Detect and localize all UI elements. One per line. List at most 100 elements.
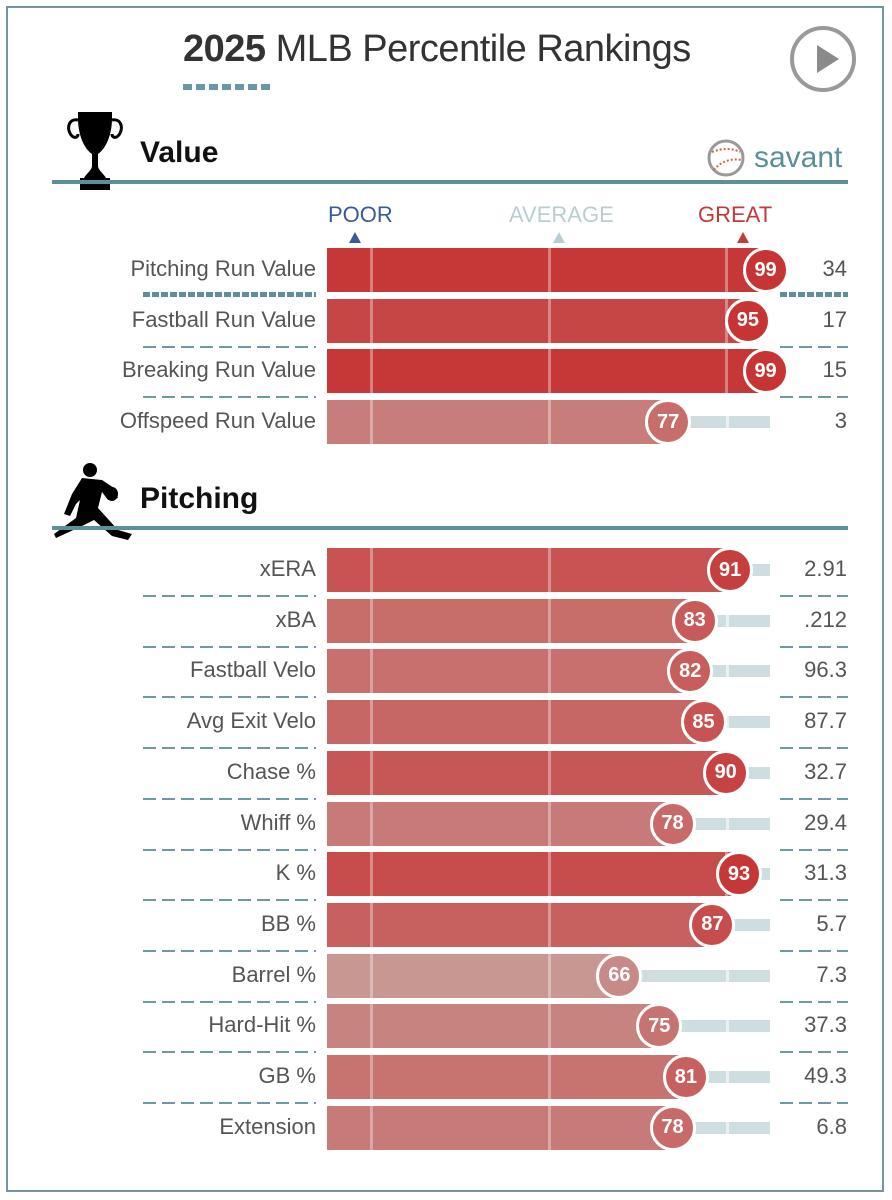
reference-line: [370, 902, 374, 947]
percentile-badge[interactable]: 82: [667, 648, 714, 695]
card-frame: [6, 6, 884, 1192]
metric-value: 2.91: [804, 556, 847, 581]
section-title-value: Value: [140, 136, 219, 169]
reference-line: [547, 902, 551, 947]
reference-line: [370, 801, 374, 846]
percentile-badge[interactable]: 85: [680, 699, 727, 746]
percentile-bar[interactable]: [327, 750, 726, 795]
reference-line: [370, 852, 374, 897]
metric-value: 7.3: [816, 961, 847, 987]
percentile-bar[interactable]: [327, 700, 704, 745]
percentile-badge[interactable]: 66: [596, 952, 643, 999]
percentile-track: [714, 614, 770, 627]
percentile-badge[interactable]: 78: [649, 1104, 696, 1151]
baseball-icon: [707, 139, 745, 177]
metric-label: GB %: [258, 1063, 316, 1088]
percentile-badge[interactable]: 87: [689, 901, 736, 948]
percentile-track: [710, 665, 770, 678]
percentile-bar[interactable]: [327, 953, 620, 998]
reference-line: [370, 349, 374, 394]
metric-value: 15: [822, 357, 847, 383]
track-great-tick: [725, 817, 729, 830]
metric-value: 87.7: [804, 708, 847, 734]
percentile-bar[interactable]: [327, 548, 731, 592]
percentile-track: [758, 868, 770, 881]
scale-great-label: GREAT: [698, 202, 773, 227]
percentile-bar[interactable]: [327, 298, 748, 343]
reference-line: [370, 750, 374, 795]
metric-label: Whiff %: [240, 809, 316, 835]
row-separator: [780, 396, 848, 398]
reference-line: [547, 953, 551, 998]
percentile-track: [679, 1020, 770, 1033]
percentile-badge[interactable]: 93: [715, 851, 762, 898]
row-separator: [780, 646, 848, 648]
reference-line: [547, 1004, 551, 1049]
metric-value: 5.7: [816, 910, 847, 936]
row-separator: [780, 1102, 848, 1104]
reference-line: [724, 349, 728, 394]
savant-logo[interactable]: savant: [706, 138, 842, 178]
percentile-bar[interactable]: [327, 801, 673, 846]
row-separator: [143, 696, 316, 698]
percentile-badge[interactable]: 75: [636, 1003, 683, 1050]
track-great-tick: [725, 716, 729, 729]
row-separator: [780, 346, 848, 348]
scale-great-marker: [737, 232, 749, 243]
metric-label: Breaking Run Value: [121, 357, 316, 383]
percentile-badge[interactable]: 91: [707, 547, 754, 593]
row-separator: [780, 1051, 848, 1053]
percentile-badge[interactable]: 90: [702, 749, 749, 796]
scale-poor-marker: [349, 232, 361, 243]
row-separator: [143, 292, 316, 297]
row-separator: [780, 595, 848, 597]
reference-line: [370, 548, 374, 592]
percentile-bar[interactable]: [327, 349, 766, 394]
metric-label: xERA: [259, 556, 316, 581]
percentile-badge[interactable]: 83: [671, 597, 718, 644]
percentile-badge[interactable]: 99: [742, 247, 789, 293]
percentile-bar[interactable]: [327, 598, 695, 643]
percentile-bar[interactable]: [327, 1055, 686, 1099]
metric-value: 29.4: [804, 809, 847, 835]
percentile-track: [750, 564, 770, 576]
percentile-track: [639, 969, 770, 982]
percentile-bar[interactable]: [327, 649, 691, 694]
percentile-bar[interactable]: [327, 1105, 673, 1150]
percentile-badge[interactable]: 78: [649, 800, 696, 847]
play-icon: [817, 45, 839, 73]
row-separator: [143, 595, 316, 597]
metric-value: 37.3: [804, 1012, 847, 1038]
metric-value: 6.8: [816, 1113, 847, 1139]
percentile-bar[interactable]: [327, 248, 766, 292]
percentile-track: [705, 1071, 770, 1083]
track-great-tick: [725, 969, 729, 982]
percentile-track: [732, 918, 770, 931]
metric-label: Fastball Run Value: [131, 306, 316, 332]
row-separator: [780, 899, 848, 901]
play-button[interactable]: [790, 26, 856, 92]
percentile-badge[interactable]: 95: [724, 297, 771, 344]
percentile-badge[interactable]: 99: [742, 348, 789, 395]
percentile-badge[interactable]: 77: [645, 399, 692, 446]
percentile-bar[interactable]: [327, 852, 739, 897]
percentile-badge[interactable]: 81: [662, 1054, 709, 1100]
reference-line: [370, 700, 374, 745]
reference-line: [547, 548, 551, 592]
percentile-bar[interactable]: [327, 400, 669, 445]
metric-label: Barrel %: [231, 961, 316, 987]
metric-value: 17: [822, 306, 847, 332]
percentile-track: [692, 817, 770, 830]
percentile-bar[interactable]: [327, 902, 713, 947]
percentile-bar[interactable]: [327, 1004, 660, 1049]
row-separator: [780, 696, 848, 698]
metric-label: Extension: [219, 1113, 316, 1139]
row-separator: [143, 1102, 316, 1104]
track-great-tick: [725, 1071, 729, 1083]
row-separator: [780, 849, 848, 851]
row-separator: [143, 396, 316, 398]
section-divider: [52, 180, 848, 184]
row-separator: [143, 899, 316, 901]
row-separator: [143, 950, 316, 952]
page-title: 2025 MLB Percentile Rankings: [183, 28, 691, 70]
